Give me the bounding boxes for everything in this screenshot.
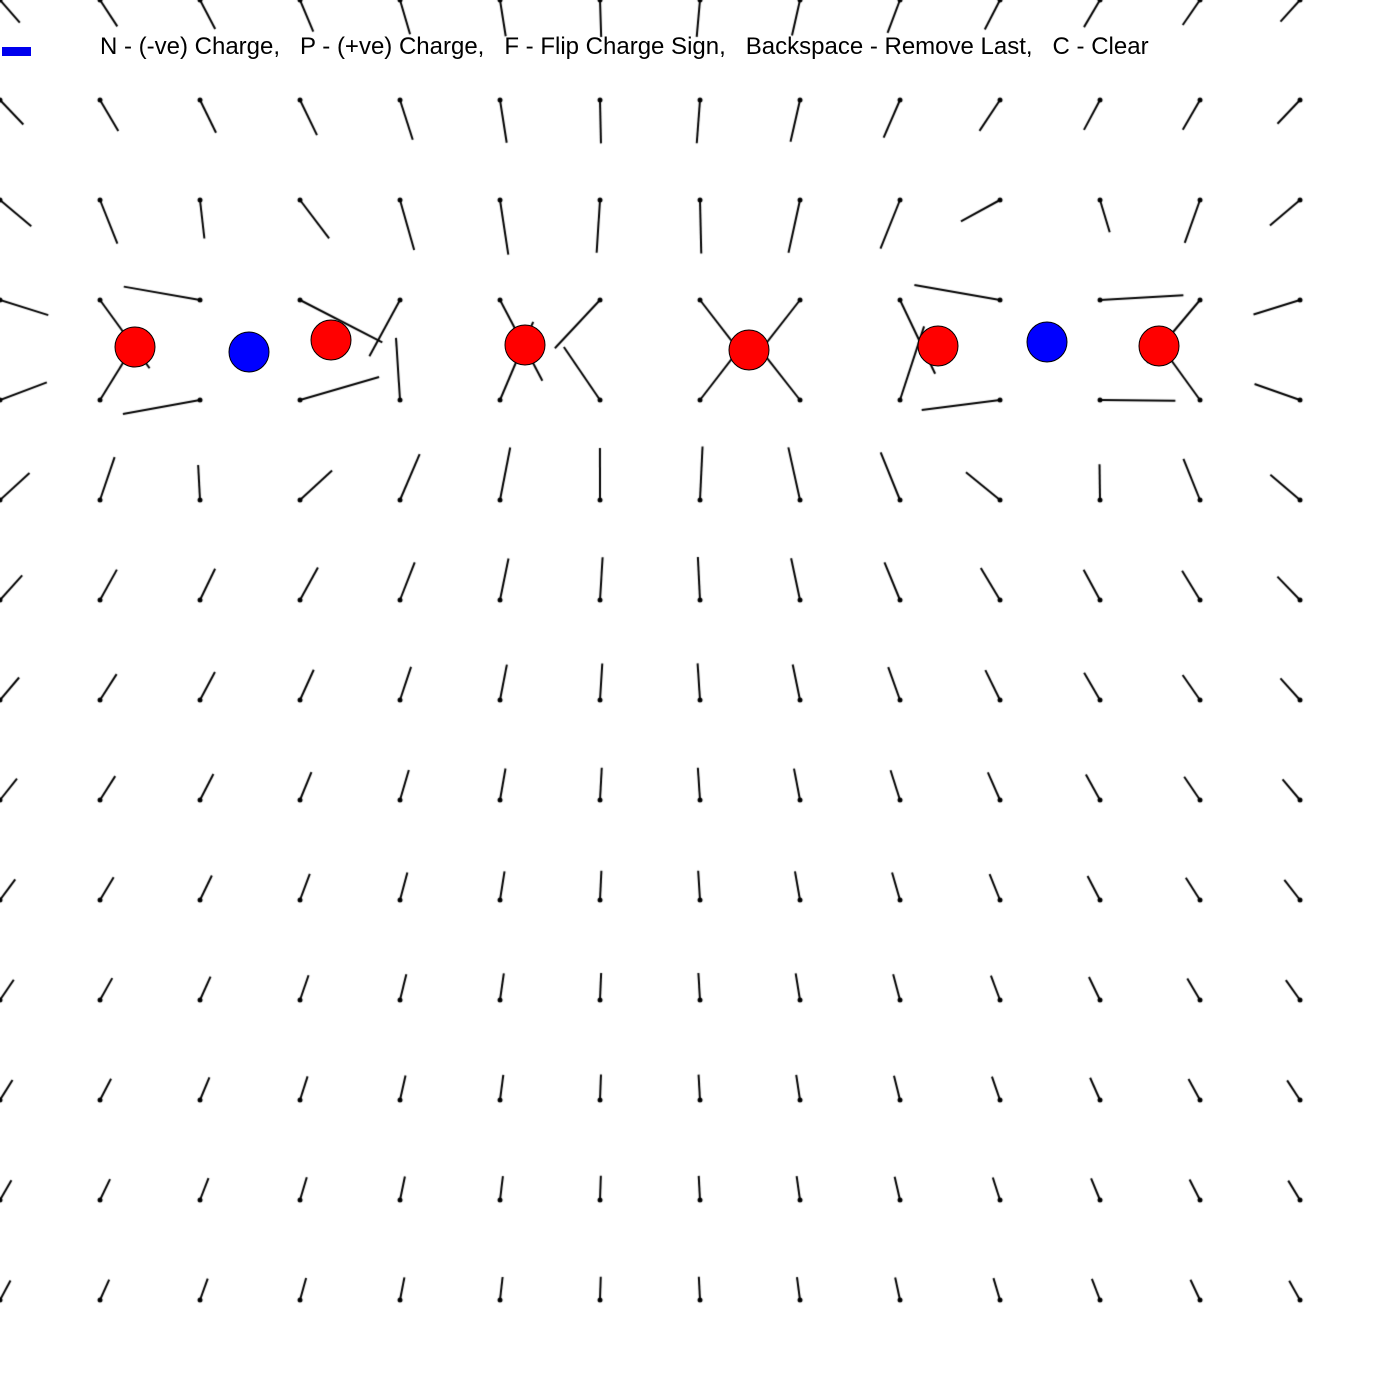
negative-charge[interactable] <box>1026 321 1068 363</box>
charge-mode-indicator <box>2 47 31 56</box>
positive-charge[interactable] <box>114 326 156 368</box>
keyboard-help-text: N - (-ve) Charge, P - (+ve) Charge, F - … <box>100 33 1149 60</box>
positive-charge[interactable] <box>504 324 546 366</box>
negative-charge[interactable] <box>228 331 270 373</box>
positive-charge[interactable] <box>1138 325 1180 367</box>
positive-charge[interactable] <box>310 319 352 361</box>
positive-charge[interactable] <box>728 329 770 371</box>
positive-charge[interactable] <box>917 325 959 367</box>
